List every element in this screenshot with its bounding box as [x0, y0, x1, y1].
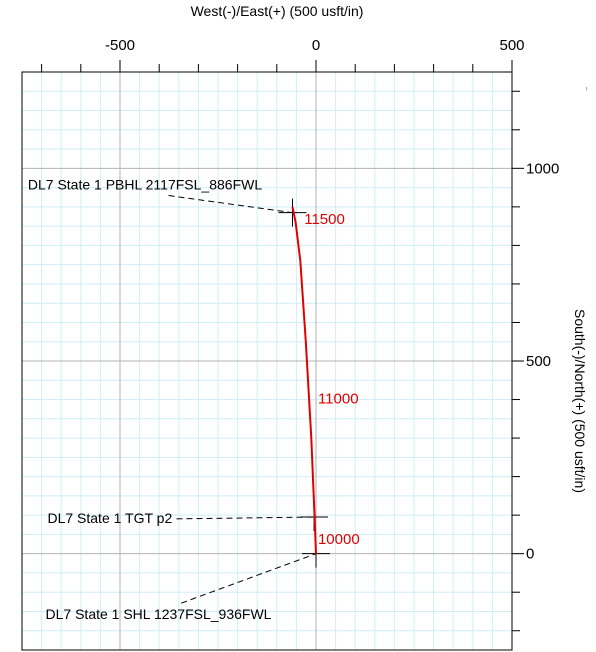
target-label: DL7 State 1 TGT p2: [47, 510, 172, 526]
target-labels: DL7 State 1 PBHL 2117FSL_886FWL DL7 State…: [28, 177, 272, 623]
wellbore-path: [291, 206, 317, 554]
leader-line: [181, 553, 317, 604]
x-axis-label: West(-)/East(+) (500 usft/in): [191, 3, 364, 19]
md-labels: 10000 11000 11500: [304, 211, 359, 548]
y-tick-label: 500: [526, 353, 551, 370]
leader-line: [168, 195, 293, 214]
md-label: 10000: [318, 531, 360, 548]
x-tick-label: 500: [499, 37, 524, 54]
target-label: DL7 State 1 PBHL 2117FSL_886FWL: [28, 177, 262, 193]
axis-tick-labels: -500 0 500 0 500 1000: [105, 37, 559, 563]
major-grid: [22, 72, 513, 650]
leader-line: [176, 516, 315, 520]
x-tick-label: -500: [105, 37, 135, 54]
axis-ticks: [41, 60, 524, 632]
y-tick-label: 1000: [526, 160, 559, 177]
y-tick-label: 0: [526, 546, 534, 563]
md-label: 11500: [304, 211, 345, 228]
x-tick-label: 0: [312, 37, 320, 54]
corner-mark: ': [585, 85, 588, 102]
target-leaders: [168, 195, 317, 604]
target-label: DL7 State 1 SHL 1237FSL_936FWL: [46, 606, 272, 622]
md-label: 11000: [318, 390, 359, 407]
y-axis-label: South(-)/North(+) (500 usft/in): [572, 309, 588, 493]
target-crosses: [278, 198, 330, 568]
